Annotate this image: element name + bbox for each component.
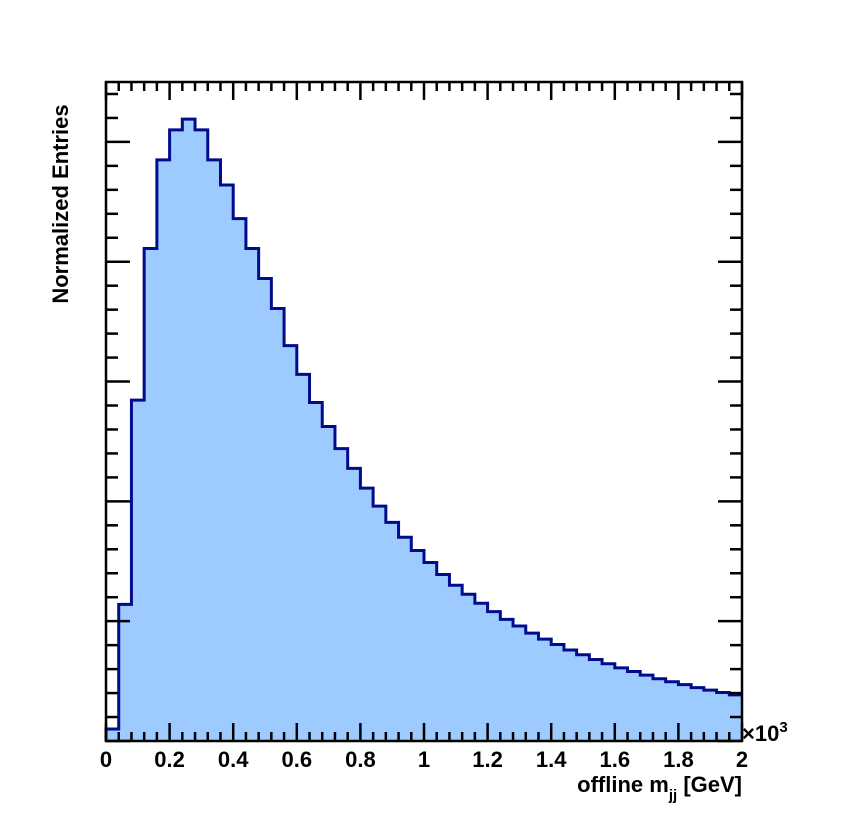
histogram-bin [665,681,679,741]
histogram-bin [207,159,221,741]
histogram-bin [449,585,463,741]
x-tick-labels: 0 0.2 0.4 0.6 0.8 1 1.2 1.4 1.6 1.8 2 [100,747,748,772]
histogram-outline [104,117,742,741]
histogram-bin [691,687,705,741]
histogram-bin [462,594,476,741]
histogram-bin [144,248,158,741]
histogram-bin [309,402,323,741]
histogram-bin [602,663,616,741]
x-tick-label: 2 [736,747,748,772]
x-axis-title: offline mjj [GeV] [577,772,742,804]
histogram-bin [385,522,400,741]
x-tick-label: 0.4 [218,747,249,772]
histogram-bin [373,506,387,741]
histogram-bin [271,308,285,741]
histogram-bin [563,649,578,741]
histogram-bin [538,639,552,741]
histogram-bin [322,426,336,741]
histogram-bin [258,278,272,741]
histogram-bin [131,400,145,741]
histogram-bin [424,562,438,741]
x-tick-label: 0.6 [282,747,313,772]
histogram-bin [118,604,132,741]
x-axis-exponent: ×103 [742,719,788,746]
x-axis-exponent-base: ×10 [742,721,779,746]
y-axis-title: Normalized Entries [48,104,73,303]
histogram-bin [156,159,171,741]
histogram-bin [398,537,412,741]
x-tick-label: 1.2 [472,747,503,772]
x-axis-title-unit: [GeV] [683,772,742,797]
histogram-bin [703,690,718,741]
x-axis-title-subscript: jj [668,787,677,804]
histogram-bin [233,218,247,742]
histogram-bin [334,448,349,741]
histogram-bin [284,345,298,741]
x-tick-label: 0.8 [345,747,376,772]
histogram-bin [652,678,667,741]
histogram-layer [104,117,743,742]
histogram-bin [411,550,425,741]
histogram-bin [245,248,260,741]
x-axis-exponent-power: 3 [779,719,787,736]
x-tick-label: 0 [100,747,112,772]
histogram-bin [296,374,311,741]
histogram-bin [576,654,590,741]
x-tick-label: 1.4 [536,747,567,772]
histogram-bin [169,129,183,742]
histogram-bin [589,659,603,741]
histogram-bin [614,667,629,741]
histogram-bin [627,671,641,741]
histogram-bin [640,675,654,741]
histogram-bin [360,488,374,741]
histogram-bin [436,574,450,741]
x-axis-title-main: offline m [577,772,669,797]
histogram-bin [195,129,209,742]
histogram-bin [525,633,539,741]
histogram-bin [347,468,361,741]
x-tick-label: 0.2 [154,747,185,772]
x-tick-label: 1.6 [600,747,631,772]
histogram-bin [513,625,527,741]
x-tick-label: 1.8 [663,747,694,772]
histogram-bin [220,185,234,741]
histogram-bin [716,692,730,741]
histogram-bin [500,619,514,741]
plot-frame [104,80,744,743]
histogram-bin [474,603,489,741]
histogram-bin [487,611,501,741]
histogram-bin [106,729,120,741]
histogram-bin [551,644,565,741]
histogram-bin [182,119,196,742]
histogram-bin [678,684,692,741]
x-tick-label: 1 [418,747,430,772]
